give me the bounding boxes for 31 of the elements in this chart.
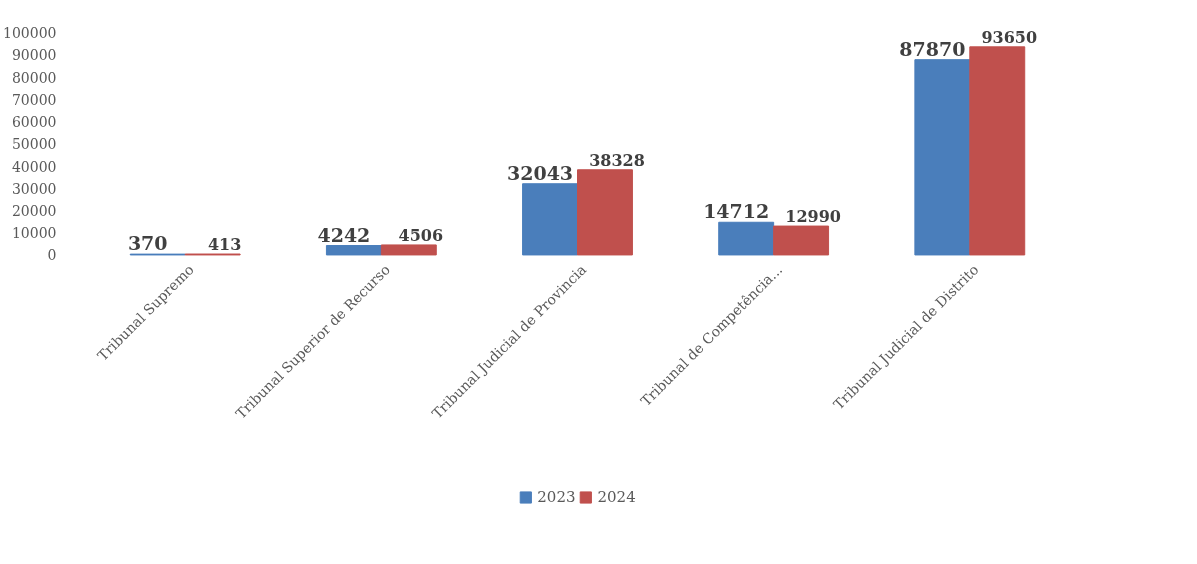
y-tick-label: 10000 — [11, 225, 57, 242]
bar — [914, 59, 971, 256]
legend-label: 2024 — [597, 488, 636, 506]
bar — [969, 46, 1026, 256]
data-label: 12990 — [785, 207, 841, 227]
data-label: 32043 — [506, 161, 574, 184]
bar — [380, 244, 437, 256]
y-tick-label: 100000 — [3, 25, 57, 42]
legend-label: 2023 — [537, 488, 576, 506]
y-tick-label: 80000 — [11, 69, 57, 86]
data-label: 4506 — [398, 225, 444, 245]
bar — [325, 245, 382, 256]
data-label: 4242 — [317, 223, 371, 246]
bar — [522, 183, 578, 256]
y-tick-label: 70000 — [11, 91, 57, 108]
data-label: 370 — [127, 232, 168, 255]
data-label: 14712 — [703, 200, 770, 223]
y-tick-label: 90000 — [11, 47, 57, 64]
bar — [773, 225, 830, 256]
data-label: 38328 — [589, 150, 645, 170]
data-label: 87870 — [899, 37, 966, 60]
y-tick-label: 40000 — [11, 158, 57, 175]
y-tick-label: 30000 — [11, 180, 57, 197]
data-label: 93650 — [981, 27, 1038, 47]
data-label: 413 — [207, 235, 242, 255]
bar — [718, 221, 775, 256]
y-tick-label: 60000 — [11, 114, 57, 131]
y-tick-label: 20000 — [11, 203, 57, 219]
y-tick-label: 0 — [47, 247, 57, 264]
bar — [577, 169, 633, 256]
y-tick-label: 50000 — [11, 136, 57, 153]
